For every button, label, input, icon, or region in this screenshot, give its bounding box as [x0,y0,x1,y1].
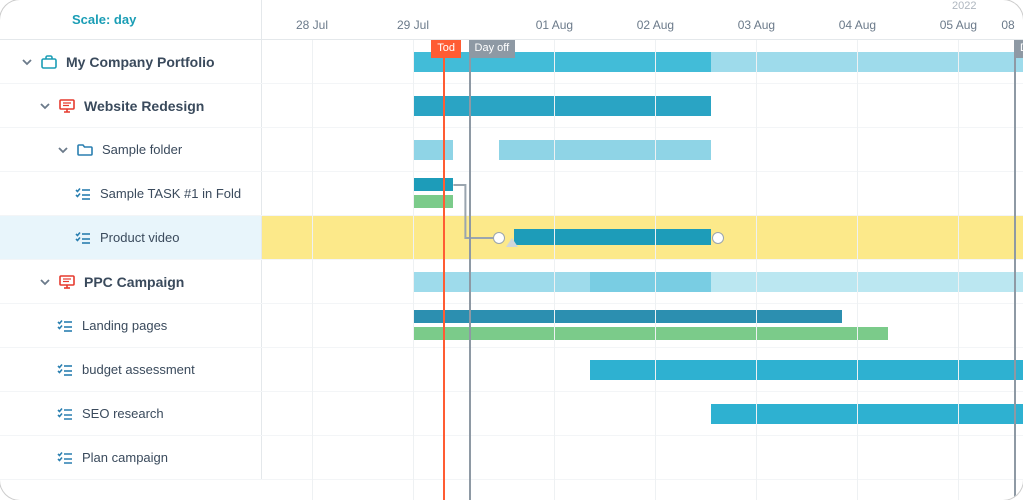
chevron-down-icon[interactable] [38,275,52,289]
gantt-cell[interactable] [262,436,1023,479]
task-icon [56,362,74,378]
row-label-cell[interactable]: Plan campaign [0,436,262,479]
gantt-frame: Scale: day 28 Jul 29 Jul 01 Aug 02 Aug 03 Au… [0,0,1023,500]
gantt-row[interactable]: Product video [0,216,1023,260]
row-label-cell[interactable]: Product video [0,216,262,259]
dayoff-marker-line [469,40,471,500]
date-label: 02 Aug [637,18,674,32]
row-label-cell[interactable]: Website Redesign [0,84,262,127]
task-icon [56,450,74,466]
date-label: 04 Aug [839,18,876,32]
date-label: 29 Jul [397,18,429,32]
bar-handle-right[interactable] [712,232,724,244]
gantt-cell[interactable] [262,40,1023,83]
row-label: My Company Portfolio [66,54,215,70]
row-label-cell[interactable]: Landing pages [0,304,262,347]
row-label-cell[interactable]: My Company Portfolio [0,40,262,83]
gantt-bar[interactable] [590,272,711,292]
year-label: 2022 [952,0,976,12]
gantt-bar[interactable] [413,140,453,160]
dayoff-badge: Day off [469,40,516,58]
bar-progress-handle[interactable] [506,238,518,247]
gantt-row[interactable]: Sample folder [0,128,1023,172]
task-icon [74,230,92,246]
task-icon [56,406,74,422]
row-label: SEO research [82,406,164,421]
gantt-bar[interactable] [499,140,711,160]
header-row: Scale: day 28 Jul 29 Jul 01 Aug 02 Aug 03 Au… [0,0,1023,40]
gantt-cell[interactable] [262,128,1023,171]
date-label: 01 Aug [536,18,573,32]
timeline-header: 28 Jul 29 Jul 01 Aug 02 Aug 03 Aug 04 Aug 05 A… [262,0,1023,39]
gantt-row[interactable]: SEO research [0,392,1023,436]
row-label: Plan campaign [82,450,168,465]
bar-handle-left[interactable] [493,232,505,244]
row-label-cell[interactable]: PPC Campaign [0,260,262,303]
gantt-cell[interactable] [262,216,1023,259]
screen-icon [58,98,76,114]
row-label: Sample folder [102,142,182,157]
chevron-down-icon[interactable] [38,99,52,113]
row-label: Landing pages [82,318,167,333]
gantt-row[interactable]: Plan campaign [0,436,1023,480]
task-icon [56,318,74,334]
row-label: PPC Campaign [84,274,184,290]
date-label: 05 Aug [940,18,977,32]
briefcase-icon [40,54,58,70]
gantt-cell[interactable] [262,392,1023,435]
sidebar-header: Scale: day [0,0,262,39]
today-marker-line [443,40,445,500]
screen-icon [58,274,76,290]
gantt-cell[interactable] [262,348,1023,391]
row-label: budget assessment [82,362,195,377]
gantt-row[interactable]: Website Redesign [0,84,1023,128]
row-label: Product video [100,230,180,245]
gantt-bar[interactable] [514,229,711,245]
dayoff-marker-line [1014,40,1016,500]
gantt-bar[interactable] [413,310,842,323]
gantt-cell[interactable] [262,260,1023,303]
gantt-cell[interactable] [262,172,1023,215]
gantt-bar[interactable] [711,52,1023,72]
gantt-bar[interactable] [413,327,888,340]
date-label: 28 Jul [296,18,328,32]
row-label-cell[interactable]: Sample folder [0,128,262,171]
dayoff-badge: Day off [1014,40,1023,58]
task-icon [74,186,92,202]
chevron-down-icon[interactable] [56,143,70,157]
folder-icon [76,142,94,158]
date-label: 08 [1001,18,1014,32]
gantt-bar[interactable] [711,404,1023,424]
row-label-cell[interactable]: SEO research [0,392,262,435]
scale-label[interactable]: Scale: day [72,12,136,27]
chevron-down-icon[interactable] [20,55,34,69]
today-badge: Tod [431,40,461,58]
row-label: Website Redesign [84,98,204,114]
gantt-row[interactable]: budget assessment [0,348,1023,392]
row-label-cell[interactable]: Sample TASK #1 in Fold [0,172,262,215]
gantt-bar[interactable] [413,96,711,116]
gantt-bar[interactable] [413,195,453,208]
gantt-bar[interactable] [711,272,1023,292]
gantt-row[interactable]: PPC Campaign [0,260,1023,304]
gantt-row[interactable]: Sample TASK #1 in Fold [0,172,1023,216]
date-label: 03 Aug [738,18,775,32]
gantt-body: My Company Portfolio Website Redesign Samp… [0,40,1023,480]
gantt-bar[interactable] [413,272,590,292]
row-label-cell[interactable]: budget assessment [0,348,262,391]
gantt-cell[interactable] [262,84,1023,127]
gantt-cell[interactable] [262,304,1023,347]
gantt-row[interactable]: Landing pages [0,304,1023,348]
gantt-bar[interactable] [413,178,453,191]
row-label: Sample TASK #1 in Fold [100,186,241,201]
gantt-bar[interactable] [590,360,1023,380]
